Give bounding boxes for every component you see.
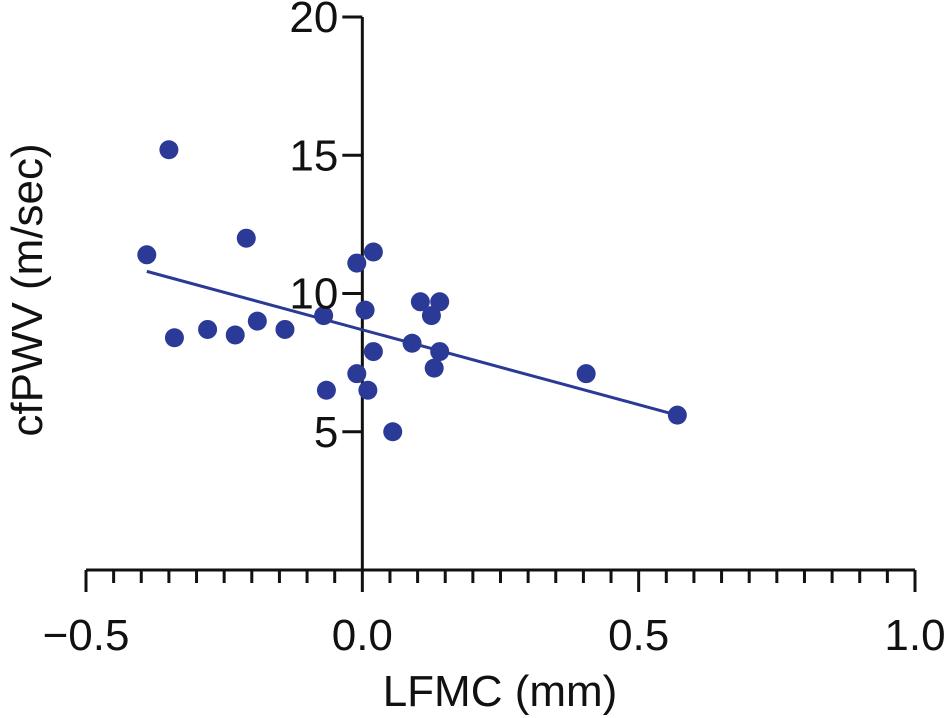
axes — [84, 15, 917, 592]
data-point — [347, 364, 367, 384]
data-point — [402, 333, 422, 353]
data-point — [316, 380, 336, 400]
y-axis-title: cfPWV (m/sec) — [3, 143, 52, 436]
data-points — [137, 140, 687, 442]
x-tick-label: 0.5 — [608, 611, 669, 660]
x-axis-title: LFMC (mm) — [383, 667, 618, 716]
data-point — [430, 292, 450, 312]
data-point — [247, 311, 267, 331]
data-point — [355, 300, 375, 320]
data-point — [424, 358, 444, 378]
data-point — [410, 292, 430, 312]
x-tick-label: 1.0 — [884, 611, 944, 660]
data-point — [421, 306, 441, 326]
tick-labels: −0.5 0.0 0.5 1.0 5 10 15 20 — [43, 0, 944, 660]
data-point — [236, 228, 256, 248]
data-point — [225, 325, 245, 345]
data-point — [314, 306, 334, 326]
x-tick-label: −0.5 — [43, 611, 130, 660]
y-tick-label: 10 — [289, 270, 338, 319]
data-point — [430, 342, 450, 362]
data-point — [275, 319, 295, 339]
x-tick-label: 0.0 — [332, 611, 393, 660]
data-point — [347, 253, 367, 273]
data-point — [383, 422, 403, 442]
data-point — [576, 364, 596, 384]
data-point — [159, 140, 179, 160]
data-point — [667, 405, 687, 425]
y-tick-label: 20 — [289, 0, 338, 42]
data-point — [164, 328, 184, 348]
data-point — [137, 245, 157, 265]
data-point — [358, 380, 378, 400]
y-tick-label: 15 — [289, 131, 338, 180]
data-point — [198, 319, 218, 339]
data-point — [363, 342, 383, 362]
y-tick-label: 5 — [314, 408, 338, 457]
data-point — [363, 242, 383, 262]
